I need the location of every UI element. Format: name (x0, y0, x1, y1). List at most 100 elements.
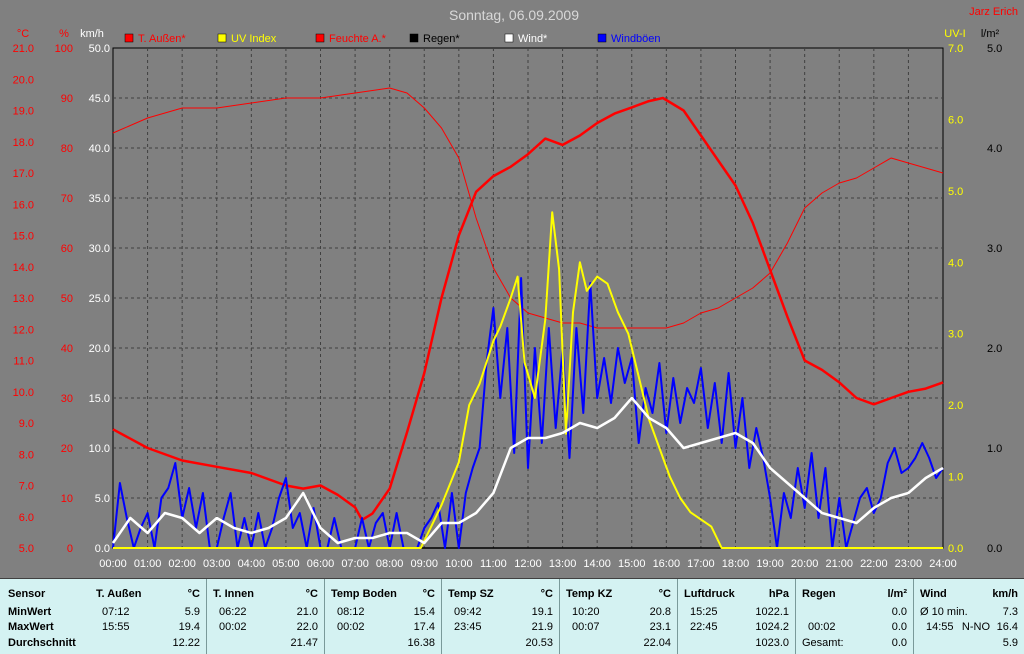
max-value: 23.1 (649, 621, 671, 633)
time-tick-label: 10:00 (445, 558, 473, 570)
humidity-tick-label: 100 (55, 43, 73, 55)
series-uv-index-line (113, 211, 943, 549)
legend-label: UV Index (231, 33, 277, 45)
temp-tick-label: 20.0 (13, 74, 34, 86)
uv-tick-label: 5.0 (948, 186, 963, 198)
humidity-tick-label: 50 (61, 293, 73, 305)
humidity-tick-label: 0 (67, 543, 73, 555)
stats-header: T. Außen (96, 588, 142, 600)
max-time: 15:55 (102, 621, 130, 633)
uv-axis-unit: UV-I (944, 28, 965, 40)
temp-tick-label: 12.0 (13, 324, 34, 336)
time-tick-label: 16:00 (653, 558, 681, 570)
legend-swatch (409, 33, 419, 43)
min-row-label: MinWert (8, 606, 52, 618)
stats-unit: hPa (768, 588, 789, 600)
time-tick-label: 11:00 (480, 558, 507, 570)
stats-header: Temp KZ (566, 588, 613, 600)
series-t-außen-line (112, 96, 944, 522)
series-layer (111, 87, 944, 549)
max-value: 1024.2 (755, 621, 789, 633)
uv-tick-label: 7.0 (948, 43, 963, 55)
max-row-label: MaxWert (8, 621, 54, 633)
legend-swatch (315, 33, 325, 43)
rain-tick-label: 3.0 (987, 243, 1002, 255)
wind-tick-label: 25.0 (89, 293, 110, 305)
time-tick-label: 18:00 (722, 558, 750, 570)
time-tick-label: 13:00 (549, 558, 577, 570)
min-value: 21.0 (296, 606, 318, 618)
avg-value: 1023.0 (755, 637, 789, 649)
min-value: 1022.1 (755, 606, 789, 618)
temp-tick-label: 5.0 (19, 543, 34, 555)
uv-tick-label: 6.0 (948, 114, 963, 126)
avg-value: 0.0 (891, 637, 907, 649)
axis-tick-labels: 21.0 20.0 19.0 18.0 17.0 16.0 15.0 14.0 13.0 12.0… (13, 43, 1003, 570)
humidity-tick-label: 20 (61, 443, 73, 455)
max-value: 21.9 (531, 621, 553, 633)
min-time: Ø 10 min. (920, 606, 968, 618)
uv-tick-label: 2.0 (948, 400, 963, 412)
min-value: 7.3 (1002, 606, 1018, 618)
chart-title: Sonntag, 06.09.2009 (449, 7, 579, 23)
humidity-tick-label: 90 (61, 93, 73, 105)
humidity-tick-label: 80 (61, 143, 73, 155)
min-value: 20.8 (649, 606, 671, 618)
time-tick-label: 05:00 (272, 558, 300, 570)
uv-tick-label: 4.0 (948, 257, 963, 269)
temp-tick-label: 9.0 (19, 418, 34, 430)
temp-tick-label: 18.0 (13, 137, 34, 149)
max-time: 22:45 (690, 621, 718, 633)
time-tick-label: 00:00 (99, 558, 127, 570)
time-tick-label: 21:00 (825, 558, 853, 570)
wind-tick-label: 0.0 (95, 543, 110, 555)
humidity-tick-label: 10 (61, 493, 73, 505)
time-tick-label: 02:00 (168, 558, 196, 570)
max-direction: N-NO (961, 621, 990, 633)
min-time: 10:20 (572, 606, 600, 618)
wind-tick-label: 45.0 (89, 93, 110, 105)
max-time: 14:55 (926, 621, 954, 633)
wind-axis-unit: km/h (80, 28, 104, 40)
rain-tick-label: 5.0 (987, 43, 1002, 55)
time-tick-label: 12:00 (514, 558, 542, 570)
time-tick-label: 23:00 (895, 558, 923, 570)
legend-label: T. Außen* (138, 33, 186, 45)
stats-column: Temp SZ °C 09:42 19.1 23:45 21.9 20.53 (441, 579, 559, 654)
chart-legend: T. Außen* UV Index Feuchte A.* Regen* Wind* W… (124, 33, 661, 45)
stats-header: Temp Boden (331, 588, 397, 600)
time-tick-label: 17:00 (687, 558, 715, 570)
temp-tick-label: 16.0 (13, 199, 34, 211)
temp-tick-label: 8.0 (19, 449, 34, 461)
sensor-header: Sensor (8, 588, 46, 600)
wind-tick-label: 10.0 (89, 443, 110, 455)
min-value: 19.1 (531, 606, 553, 618)
temp-tick-label: 15.0 (13, 231, 34, 243)
stats-header: Regen (802, 588, 836, 600)
max-time: 23:45 (454, 621, 482, 633)
weather-chart: Sonntag, 06.09.2009 Jarz Erich °C % km/h… (13, 6, 1018, 570)
legend-swatch (217, 33, 227, 43)
avg-value: 20.53 (525, 637, 553, 649)
time-tick-label: 19:00 (756, 558, 784, 570)
min-value: 5.9 (184, 606, 200, 618)
min-time: 08:12 (337, 606, 365, 618)
humidity-tick-label: 70 (61, 193, 73, 205)
stats-unit: °C (422, 588, 435, 600)
temp-tick-label: 13.0 (13, 293, 34, 305)
stats-unit: °C (187, 588, 200, 600)
humidity-axis-unit: % (59, 28, 69, 40)
stats-column: T. Innen °C 06:22 21.0 00:02 22.0 21.47 (206, 579, 324, 654)
min-value: 0.0 (891, 606, 907, 618)
max-value: 17.4 (413, 621, 435, 633)
time-tick-label: 22:00 (860, 558, 888, 570)
wind-tick-label: 35.0 (89, 193, 110, 205)
temp-tick-label: 6.0 (19, 512, 34, 524)
grid-lines (113, 48, 943, 548)
stats-unit: °C (540, 588, 553, 600)
series-feuchte-a-line (112, 87, 944, 329)
avg-value: 16.38 (407, 637, 435, 649)
time-tick-label: 06:00 (307, 558, 335, 570)
temp-tick-label: 19.0 (13, 106, 34, 118)
avg-label: Gesamt: (802, 637, 844, 649)
